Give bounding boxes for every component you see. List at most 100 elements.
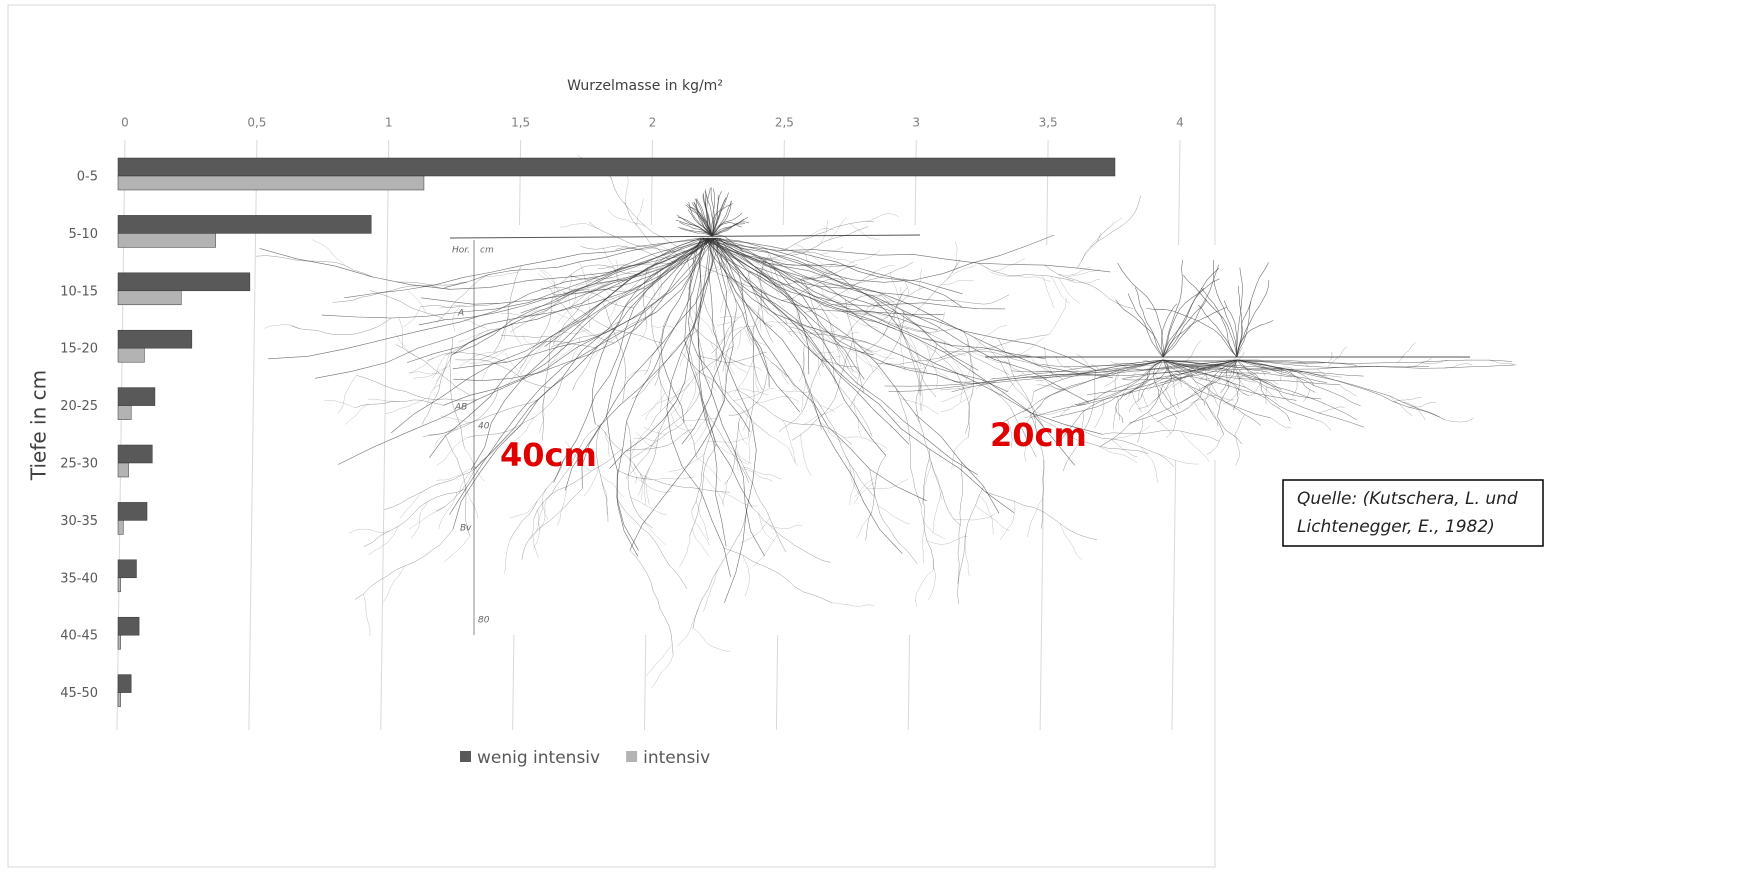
diagram-label: cm: [480, 246, 494, 256]
x-tick-label: 0: [121, 116, 129, 130]
diagram-label: Hor.: [452, 246, 470, 256]
legend-label: wenig intensiv: [477, 748, 600, 768]
diagram-label: A: [457, 309, 464, 319]
bar: [118, 675, 131, 693]
root: [965, 534, 969, 576]
bar: [118, 233, 216, 247]
root: [385, 398, 425, 414]
x-tick-label: 2,5: [775, 116, 794, 130]
source-text: Quelle: (Kutschera, L. und: [1297, 489, 1518, 509]
legend-swatch: [460, 751, 471, 762]
diagram-label: AB: [454, 403, 467, 413]
y-tick-label: 30-35: [60, 514, 98, 529]
y-tick-label: 25-30: [60, 457, 98, 472]
root: [338, 375, 357, 413]
root: [346, 404, 370, 424]
root: [976, 505, 1010, 531]
root: [958, 486, 984, 604]
bar: [118, 635, 121, 649]
root: [368, 399, 399, 401]
root: [958, 462, 963, 584]
y-tick-label: 40-45: [60, 629, 98, 644]
bar: [118, 273, 250, 291]
root: [408, 292, 426, 313]
diagram-label: 40: [478, 422, 490, 432]
bar: [118, 158, 1115, 176]
x-tick-label: 1,5: [511, 116, 530, 130]
root: [927, 536, 968, 544]
root: [1060, 524, 1082, 560]
root: [355, 530, 453, 600]
bar: [118, 330, 192, 348]
y-tick-label: 5-10: [68, 227, 98, 242]
root: [933, 491, 942, 533]
root: [935, 312, 944, 332]
root: [985, 492, 1097, 540]
bar: [118, 348, 144, 362]
root: [646, 645, 672, 676]
root: [941, 280, 973, 284]
root: [292, 318, 392, 335]
x-tick-label: 3,5: [1039, 116, 1058, 130]
x-tick-label: 3: [912, 116, 920, 130]
root: [947, 265, 976, 279]
root: [1091, 222, 1114, 248]
root: [979, 496, 993, 535]
bar: [118, 445, 152, 463]
x-tick-label: 4: [1176, 116, 1184, 130]
root: [923, 449, 933, 570]
root: [941, 393, 973, 412]
chart: Wurzelmasse in kg/m² Tiefe in cm 40cm 20…: [0, 0, 1760, 880]
bar: [118, 215, 371, 233]
bar: [118, 693, 121, 707]
root: [921, 507, 945, 539]
source-text: Lichtenegger, E., 1982): [1297, 517, 1495, 537]
annotation: 40cm: [500, 436, 597, 474]
bar: [118, 520, 123, 534]
chart-title: Wurzelmasse in kg/m²: [567, 78, 723, 94]
root: [400, 492, 423, 519]
root: [923, 520, 925, 563]
y-tick-label: 15-20: [60, 342, 98, 357]
root: [364, 594, 371, 636]
y-tick-label: 0-5: [77, 170, 98, 185]
root: [1097, 218, 1122, 242]
bar: [118, 176, 424, 190]
diagram-label: Bv: [460, 524, 472, 534]
grid-line: [381, 140, 389, 730]
bar: [118, 291, 181, 305]
root: [1000, 501, 1015, 540]
bar: [118, 388, 155, 406]
legend-label: intensiv: [643, 748, 710, 768]
bar: [118, 560, 136, 578]
x-tick-label: 0,5: [247, 116, 266, 130]
root: [333, 286, 450, 303]
y-tick-label: 45-50: [60, 686, 98, 701]
y-tick-label: 10-15: [60, 284, 98, 299]
x-tick-label: 1: [385, 116, 393, 130]
bar: [118, 463, 129, 477]
root: [915, 414, 961, 526]
bar: [118, 578, 121, 592]
root: [409, 507, 445, 530]
bar: [118, 406, 131, 420]
root: [866, 214, 899, 221]
root: [1027, 499, 1042, 537]
root: [928, 560, 936, 601]
root: [652, 655, 674, 689]
bar: [118, 502, 147, 520]
root: [940, 387, 971, 390]
root: [256, 256, 372, 277]
y-axis-title: Tiefe in cm: [27, 370, 51, 481]
root: [264, 324, 299, 328]
root-illustration: [256, 155, 1516, 688]
y-tick-label: 20-25: [60, 399, 98, 414]
x-tick-label: 2: [649, 116, 657, 130]
diagram-label: 80: [478, 616, 490, 626]
root: [398, 317, 402, 348]
root: [929, 460, 942, 500]
bar: [118, 617, 139, 635]
root: [952, 242, 957, 274]
legend-swatch: [626, 751, 637, 762]
y-tick-label: 35-40: [60, 571, 98, 586]
